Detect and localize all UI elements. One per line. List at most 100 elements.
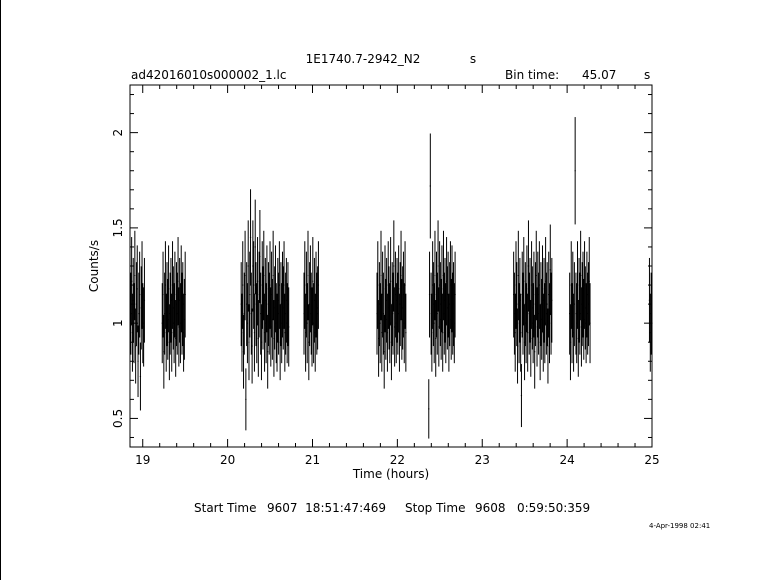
data-point [400, 230, 402, 321]
data-point [392, 272, 394, 355]
data-point [136, 245, 138, 333]
data-point [266, 245, 268, 333]
data-point [383, 314, 385, 389]
data-point [526, 245, 528, 333]
x-tick-label: 24 [559, 453, 574, 467]
data-points [130, 117, 653, 439]
y-axis-ticks: 0.5 1 1.5 2 [111, 94, 652, 438]
data-point [431, 293, 433, 372]
data-point [139, 251, 141, 338]
data-point [379, 283, 381, 364]
data-point [143, 257, 146, 343]
data-point [307, 230, 309, 321]
data-point [174, 251, 176, 338]
data-point [530, 300, 532, 377]
data-point [377, 241, 379, 329]
data-point [283, 241, 285, 329]
data-point [435, 300, 437, 377]
data-point [546, 262, 548, 347]
bin-time-unit: s [644, 68, 650, 82]
data-point [548, 283, 551, 364]
data-point [534, 314, 536, 389]
data-point [246, 283, 249, 364]
start-time-label: Start Time [194, 501, 257, 515]
data-point [263, 230, 265, 321]
data-point [549, 224, 551, 316]
data-point [651, 283, 653, 364]
data-point [434, 230, 436, 321]
x-axis-label: Time (hours) [352, 467, 429, 481]
data-point [527, 293, 529, 372]
data-point [574, 117, 576, 225]
data-point [436, 272, 438, 355]
data-point [184, 251, 186, 338]
y-axis-label: Counts/s [87, 240, 101, 292]
data-point [260, 304, 263, 381]
timestamp-stamp: 4-Apr-1998 02:41 [649, 522, 711, 530]
data-point [312, 237, 314, 326]
data-point [244, 230, 246, 321]
data-point [569, 304, 572, 381]
data-point [245, 368, 247, 431]
x-tick-label: 19 [135, 453, 150, 467]
data-point [538, 241, 540, 329]
data-point [167, 245, 170, 333]
data-point [137, 325, 139, 398]
x-tick-label: 22 [390, 453, 405, 467]
data-point [398, 245, 400, 333]
bin-time-label: Bin time: [505, 68, 559, 82]
data-point [433, 283, 435, 364]
data-point [520, 364, 523, 428]
x-tick-label: 20 [220, 453, 235, 467]
data-point [251, 308, 253, 384]
data-point [580, 230, 582, 321]
data-point [259, 209, 261, 303]
data-point [380, 230, 382, 321]
data-point [533, 251, 535, 338]
x-axis-ticks: 19 20 21 22 23 24 25 [135, 85, 660, 467]
chart-title-suffix: s [470, 52, 476, 66]
data-point [134, 230, 136, 321]
data-point [576, 241, 579, 329]
y-tick-label: 2 [111, 129, 125, 137]
data-point [311, 287, 313, 367]
data-point [253, 241, 255, 329]
data-point [249, 251, 251, 338]
data-point [164, 241, 167, 329]
start-time-value: 9607 18:51:47:469 [267, 501, 387, 515]
data-point [437, 220, 439, 312]
data-point [267, 314, 269, 389]
data-point [249, 189, 252, 286]
data-point [516, 308, 519, 384]
data-point [588, 237, 590, 326]
data-point [527, 220, 530, 312]
file-name-label: ad42016010s000002_1.lc [131, 68, 287, 82]
data-point [428, 251, 431, 338]
data-point [242, 241, 244, 329]
data-point [442, 293, 444, 372]
data-point [278, 241, 280, 329]
y-tick-label: 1 [111, 319, 125, 327]
data-point [573, 262, 575, 347]
data-point [171, 293, 173, 372]
data-point [304, 241, 306, 329]
data-point [520, 293, 522, 372]
data-point [257, 300, 259, 377]
data-point [404, 241, 406, 329]
data-point [541, 245, 544, 333]
data-point [253, 293, 256, 372]
data-point [139, 342, 142, 411]
data-point [390, 237, 392, 326]
data-point [306, 283, 308, 364]
data-point [454, 251, 456, 338]
data-point [428, 379, 430, 439]
data-point [393, 220, 395, 312]
x-tick-label: 25 [644, 453, 659, 467]
data-point [382, 272, 385, 355]
data-point [177, 237, 179, 326]
data-point [551, 257, 553, 343]
stop-time-label: Stop Time [405, 501, 466, 515]
data-point [535, 230, 537, 321]
data-point [523, 237, 525, 326]
